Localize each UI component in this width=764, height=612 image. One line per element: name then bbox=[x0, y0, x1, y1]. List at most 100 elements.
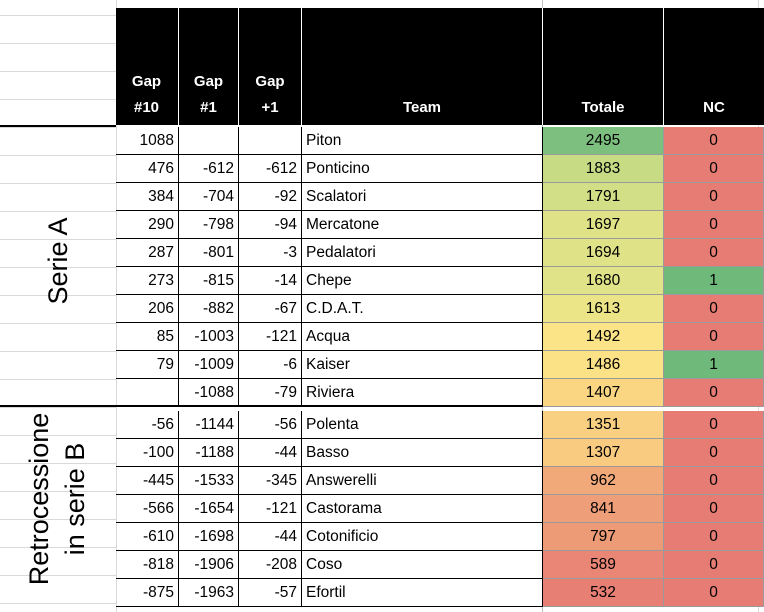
cell-nc[interactable]: 0 bbox=[664, 127, 764, 155]
cell-gap1[interactable]: -1188 bbox=[179, 439, 239, 467]
cell-team[interactable]: Coso bbox=[302, 551, 543, 579]
cell-team[interactable]: Efortil bbox=[302, 579, 543, 607]
cell-gap1[interactable] bbox=[179, 127, 239, 155]
cell-gap10[interactable]: 85 bbox=[116, 323, 179, 351]
cell-gap10[interactable]: -818 bbox=[116, 551, 179, 579]
cell-gap10[interactable]: -566 bbox=[116, 495, 179, 523]
cell-nc[interactable]: 0 bbox=[664, 523, 764, 551]
cell-gap1[interactable]: -801 bbox=[179, 239, 239, 267]
cell-gap1[interactable]: -1003 bbox=[179, 323, 239, 351]
cell-gap1[interactable]: -1533 bbox=[179, 467, 239, 495]
cell-gap-plus1[interactable]: -94 bbox=[239, 211, 302, 239]
cell-team[interactable]: Pedalatori bbox=[302, 239, 543, 267]
cell-totale[interactable]: 1697 bbox=[543, 211, 664, 239]
cell-totale[interactable]: 1307 bbox=[543, 439, 664, 467]
cell-gap10[interactable]: 384 bbox=[116, 183, 179, 211]
cell-nc[interactable]: 1 bbox=[664, 351, 764, 379]
cell-gap1[interactable]: -1963 bbox=[179, 579, 239, 607]
cell-gap-plus1[interactable]: -56 bbox=[239, 411, 302, 439]
cell-gap1[interactable]: -815 bbox=[179, 267, 239, 295]
cell-gap-plus1[interactable]: -92 bbox=[239, 183, 302, 211]
cell-gap10[interactable]: 1088 bbox=[116, 127, 179, 155]
cell-nc[interactable]: 0 bbox=[664, 295, 764, 323]
cell-gap1[interactable]: -704 bbox=[179, 183, 239, 211]
cell-totale[interactable]: 1680 bbox=[543, 267, 664, 295]
cell-gap-plus1[interactable] bbox=[239, 127, 302, 155]
cell-nc[interactable]: 1 bbox=[664, 267, 764, 295]
cell-team[interactable]: Mercatone bbox=[302, 211, 543, 239]
cell-totale[interactable]: 1351 bbox=[543, 411, 664, 439]
cell-totale[interactable]: 1694 bbox=[543, 239, 664, 267]
cell-nc[interactable]: 0 bbox=[664, 467, 764, 495]
cell-gap10[interactable]: 273 bbox=[116, 267, 179, 295]
header-nc[interactable]: NC bbox=[703, 99, 725, 116]
cell-team[interactable]: Scalatori bbox=[302, 183, 543, 211]
cell-gap10[interactable]: 290 bbox=[116, 211, 179, 239]
cell-nc[interactable]: 0 bbox=[664, 579, 764, 607]
cell-totale[interactable]: 1791 bbox=[543, 183, 664, 211]
cell-gap10[interactable]: -445 bbox=[116, 467, 179, 495]
cell-gap-plus1[interactable]: -345 bbox=[239, 467, 302, 495]
cell-gap1[interactable]: -1698 bbox=[179, 523, 239, 551]
cell-gap10[interactable]: -56 bbox=[116, 411, 179, 439]
cell-gap10[interactable]: 79 bbox=[116, 351, 179, 379]
header-team[interactable]: Team bbox=[402, 99, 442, 116]
cell-gap1[interactable]: -1654 bbox=[179, 495, 239, 523]
cell-totale[interactable]: 1883 bbox=[543, 155, 664, 183]
cell-team[interactable]: Cotonificio bbox=[302, 523, 543, 551]
cell-gap10[interactable]: 206 bbox=[116, 295, 179, 323]
cell-totale[interactable]: 1613 bbox=[543, 295, 664, 323]
cell-nc[interactable]: 0 bbox=[664, 239, 764, 267]
cell-gap10[interactable] bbox=[116, 379, 179, 407]
cell-nc[interactable]: 0 bbox=[664, 323, 764, 351]
cell-totale[interactable]: 1486 bbox=[543, 351, 664, 379]
cell-gap-plus1[interactable]: -208 bbox=[239, 551, 302, 579]
cell-gap-plus1[interactable]: -14 bbox=[239, 267, 302, 295]
cell-totale[interactable]: 841 bbox=[543, 495, 664, 523]
cell-team[interactable]: Basso bbox=[302, 439, 543, 467]
cell-nc[interactable]: 0 bbox=[664, 211, 764, 239]
cell-gap1[interactable]: -882 bbox=[179, 295, 239, 323]
cell-gap-plus1[interactable]: -121 bbox=[239, 495, 302, 523]
cell-team[interactable]: Acqua bbox=[302, 323, 543, 351]
cell-gap-plus1[interactable]: -44 bbox=[239, 523, 302, 551]
cell-totale[interactable]: 589 bbox=[543, 551, 664, 579]
cell-gap-plus1[interactable]: -79 bbox=[239, 379, 302, 407]
cell-nc[interactable]: 0 bbox=[664, 411, 764, 439]
cell-gap1[interactable]: -798 bbox=[179, 211, 239, 239]
cell-team[interactable]: Piton bbox=[302, 127, 543, 155]
cell-nc[interactable]: 0 bbox=[664, 439, 764, 467]
cell-team[interactable]: Castorama bbox=[302, 495, 543, 523]
cell-gap1[interactable]: -1144 bbox=[179, 411, 239, 439]
cell-gap-plus1[interactable]: -3 bbox=[239, 239, 302, 267]
cell-totale[interactable]: 962 bbox=[543, 467, 664, 495]
cell-gap-plus1[interactable]: -612 bbox=[239, 155, 302, 183]
cell-team[interactable]: Polenta bbox=[302, 411, 543, 439]
cell-totale[interactable]: 797 bbox=[543, 523, 664, 551]
cell-totale[interactable]: 1492 bbox=[543, 323, 664, 351]
cell-gap1[interactable]: -1009 bbox=[179, 351, 239, 379]
cell-gap1[interactable]: -1906 bbox=[179, 551, 239, 579]
cell-nc[interactable]: 0 bbox=[664, 379, 764, 407]
cell-gap-plus1[interactable]: -57 bbox=[239, 579, 302, 607]
cell-totale[interactable]: 2495 bbox=[543, 127, 664, 155]
cell-team[interactable]: Ponticino bbox=[302, 155, 543, 183]
cell-nc[interactable]: 0 bbox=[664, 495, 764, 523]
cell-gap10[interactable]: 287 bbox=[116, 239, 179, 267]
cell-gap10[interactable]: 476 bbox=[116, 155, 179, 183]
cell-gap10[interactable]: -100 bbox=[116, 439, 179, 467]
cell-team[interactable]: Chepe bbox=[302, 267, 543, 295]
cell-nc[interactable]: 0 bbox=[664, 551, 764, 579]
cell-nc[interactable]: 0 bbox=[664, 183, 764, 211]
header-gap10[interactable]: Gap #10 bbox=[131, 73, 162, 116]
cell-gap10[interactable]: -875 bbox=[116, 579, 179, 607]
cell-team[interactable]: C.D.A.T. bbox=[302, 295, 543, 323]
cell-gap-plus1[interactable]: -67 bbox=[239, 295, 302, 323]
cell-totale[interactable]: 1407 bbox=[543, 379, 664, 407]
cell-gap-plus1[interactable]: -44 bbox=[239, 439, 302, 467]
header-totale[interactable]: Totale bbox=[581, 99, 625, 116]
cell-nc[interactable]: 0 bbox=[664, 155, 764, 183]
cell-gap1[interactable]: -1088 bbox=[179, 379, 239, 407]
cell-totale[interactable]: 532 bbox=[543, 579, 664, 607]
cell-gap1[interactable]: -612 bbox=[179, 155, 239, 183]
